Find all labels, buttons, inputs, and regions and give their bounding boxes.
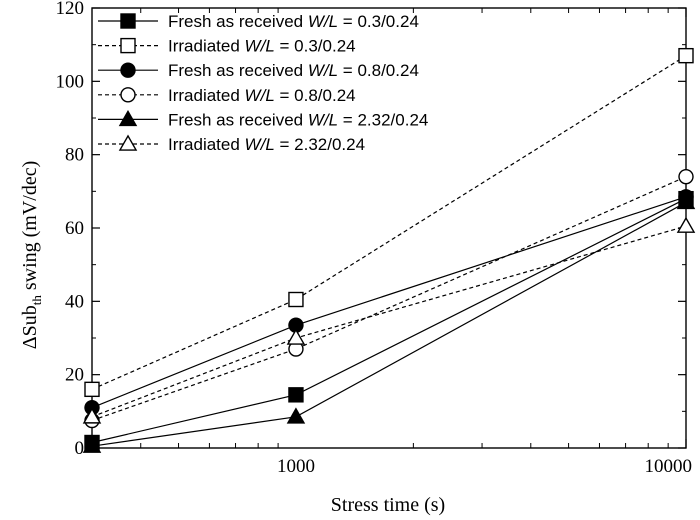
- y-tick-label: 100: [56, 71, 85, 92]
- y-tick-label: 60: [65, 218, 84, 239]
- legend-entry-5: Fresh as received W/L = 2.32/0.24: [98, 109, 428, 129]
- y-axis: 0 20 40 60 80 100 120: [56, 0, 686, 459]
- y-tick-label: 120: [56, 0, 85, 19]
- series-2: [84, 47, 694, 398]
- legend-label: Irradiated W/L = 0.3/0.24: [168, 37, 356, 56]
- legend-marker: [118, 134, 138, 151]
- legend: Fresh as received W/L = 0.3/0.24 Irradiat…: [98, 12, 428, 154]
- series-line: [91, 225, 687, 418]
- series-4: [84, 168, 694, 429]
- data-point: [82, 436, 102, 453]
- legend-marker: [120, 37, 136, 54]
- legend-label: Fresh as received W/L = 0.3/0.24: [168, 12, 419, 31]
- legend-entry-1: Fresh as received W/L = 0.3/0.24: [98, 12, 419, 31]
- y-axis-title: ΔSubth swing (mV/dec): [19, 161, 44, 350]
- series-6: [82, 216, 696, 424]
- x-tick-label: 10000: [645, 456, 693, 477]
- data-point: [82, 407, 102, 424]
- legend-marker: [120, 13, 136, 29]
- data-point: [678, 47, 694, 64]
- y-tick-label: 0: [75, 438, 85, 459]
- x-axis-title: Stress time (s): [331, 494, 445, 516]
- x-axis: 1000 10000: [91, 8, 693, 477]
- series-layer: [82, 47, 696, 453]
- legend-label: Fresh as received W/L = 2.32/0.24: [168, 110, 428, 129]
- series-line: [91, 196, 687, 409]
- y-axis-title-tail: swing (mV/dec): [19, 161, 41, 295]
- legend-label: Fresh as received W/L = 0.8/0.24: [168, 61, 419, 80]
- series-line: [91, 201, 687, 447]
- legend-label: Irradiated W/L = 0.8/0.24: [168, 86, 356, 105]
- series-3: [84, 189, 694, 416]
- series-line: [91, 176, 687, 422]
- series-line: [91, 55, 687, 390]
- data-point: [84, 381, 100, 398]
- data-point: [288, 291, 304, 308]
- data-point: [678, 168, 694, 185]
- data-point: [676, 192, 696, 210]
- data-point: [286, 407, 306, 424]
- legend-entry-3: Fresh as received W/L = 0.8/0.24: [98, 61, 419, 80]
- legend-entry-2: Irradiated W/L = 0.3/0.24: [98, 37, 356, 56]
- data-point: [288, 387, 304, 403]
- y-tick-label: 80: [65, 145, 84, 166]
- legend-marker: [120, 62, 136, 78]
- y-axis-title-subscript: th: [29, 295, 44, 306]
- legend-entry-4: Irradiated W/L = 0.8/0.24: [98, 86, 356, 105]
- series-1: [84, 190, 694, 451]
- legend-marker: [120, 87, 136, 103]
- series-5: [82, 192, 696, 453]
- data-point: [676, 216, 696, 233]
- y-axis-title-main: ΔSub: [19, 305, 41, 349]
- series-line: [91, 198, 687, 444]
- legend-marker: [118, 109, 138, 127]
- y-tick-label: 20: [65, 365, 84, 386]
- y-tick-label: 40: [65, 291, 84, 312]
- x-tick-label: 1000: [277, 456, 315, 477]
- data-point: [286, 328, 306, 345]
- legend-entry-6: Irradiated W/L = 2.32/0.24: [98, 134, 365, 154]
- legend-label: Irradiated W/L = 2.32/0.24: [168, 135, 365, 154]
